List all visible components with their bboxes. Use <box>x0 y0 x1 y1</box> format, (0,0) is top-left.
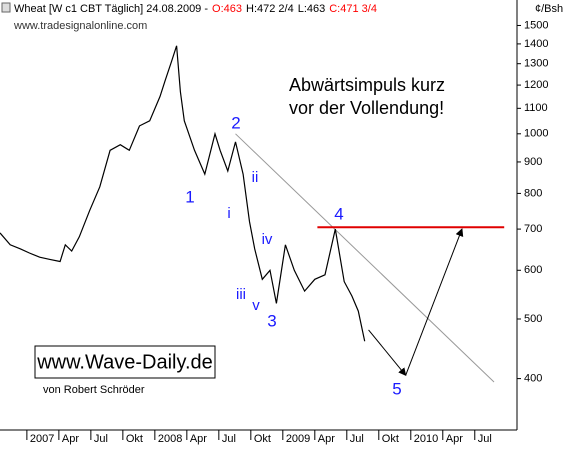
x-tick-label: Jul <box>478 433 492 445</box>
x-tick-label: Jul <box>222 433 236 445</box>
y-tick-label: 1300 <box>524 58 548 70</box>
y-tick-label: 900 <box>524 156 542 168</box>
header-part: H:472 2/4 <box>246 3 294 15</box>
wave-label: ii <box>252 169 259 186</box>
x-tick-label: Jul <box>94 433 108 445</box>
y-tick-label: 1000 <box>524 128 548 140</box>
x-tick-label: 2009 <box>286 433 310 445</box>
unit: ¢/Bsh <box>535 3 563 15</box>
source: www.tradesignalonline.com <box>13 20 147 32</box>
author: von Robert Schröder <box>43 384 145 396</box>
wave-label: 2 <box>231 113 240 132</box>
wave-label: 3 <box>267 311 276 330</box>
trendline <box>235 133 495 383</box>
price-line <box>0 45 366 342</box>
y-tick-label: 500 <box>524 313 542 325</box>
wave-label: v <box>252 297 260 314</box>
website-box <box>34 345 216 379</box>
wave-label: i <box>227 205 230 222</box>
wave-label: 1 <box>185 187 194 206</box>
wave-label: iii <box>236 286 246 303</box>
annotation: Abwärtsimpuls kurz <box>289 75 445 95</box>
x-tick-label: Apr <box>318 433 335 445</box>
y-tick-label: 1100 <box>524 102 548 114</box>
x-tick-label: Okt <box>254 433 271 445</box>
x-tick-label: Apr <box>446 433 463 445</box>
x-tick-label: 2007 <box>30 433 54 445</box>
y-tick-label: 800 <box>524 187 542 199</box>
x-tick-label: Apr <box>190 433 207 445</box>
y-tick-label: 1200 <box>524 79 548 91</box>
wave-label: 4 <box>334 204 343 223</box>
annotation: vor der Vollendung! <box>289 98 444 118</box>
icon <box>1 2 11 13</box>
y-tick-label: 1500 <box>524 19 548 31</box>
y-tick-label: 400 <box>524 373 542 385</box>
x-tick-label: Jul <box>350 433 364 445</box>
y-tick-label: 600 <box>524 264 542 276</box>
header-part: O:463 <box>212 3 242 15</box>
x-tick-label: 2010 <box>414 433 438 445</box>
wave-label: iv <box>262 231 273 248</box>
header-part: L:463 <box>298 3 326 15</box>
header-part: Wheat [W c1 CBT Täglich] 24.08.2009 - <box>14 3 208 15</box>
y-tick-label: 700 <box>524 223 542 235</box>
wave-label: 5 <box>392 379 401 398</box>
x-tick-label: Okt <box>382 433 399 445</box>
website: www.Wave-Daily.de <box>36 351 213 373</box>
y-tick-label: 1400 <box>524 38 548 50</box>
x-tick-label: Okt <box>126 433 143 445</box>
projection-arrow <box>368 329 407 377</box>
header-part: C:471 3/4 <box>329 3 377 15</box>
projection-arrow <box>405 228 464 376</box>
header: Wheat [W c1 CBT Täglich] 24.08.2009 - O:4… <box>14 3 377 15</box>
x-tick-label: Apr <box>62 433 79 445</box>
x-tick-label: 2008 <box>158 433 182 445</box>
